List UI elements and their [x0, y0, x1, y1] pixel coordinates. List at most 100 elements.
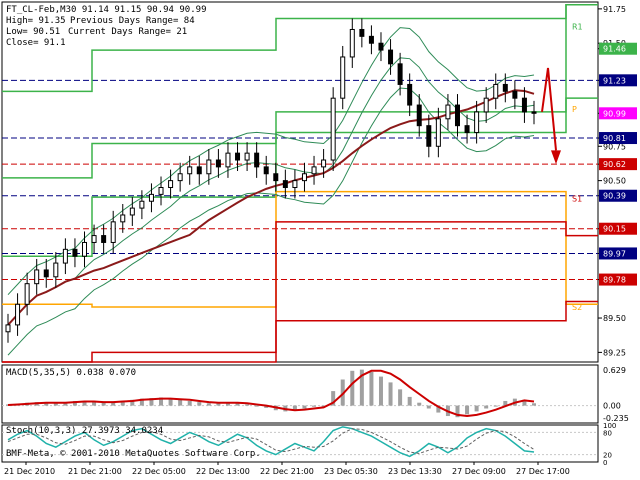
candle-body [493, 83, 499, 99]
price-axis-label: 90.81 [603, 134, 626, 143]
current-days-range: Current Days Range= 21 [68, 27, 187, 37]
candle-body [263, 166, 269, 175]
macd-histogram-bar [388, 382, 393, 406]
close-value: Close= 91.1 [6, 38, 66, 48]
candle-body [43, 269, 49, 278]
symbol-header: FT_CL-Feb,M30 91.14 91.15 90.94 90.99 [6, 5, 206, 15]
price-axis-label: 89.97 [603, 249, 626, 258]
candle-body [82, 241, 88, 257]
price-axis: 91.7591.5091.4691.2390.9990.7590.8190.62… [4, 5, 637, 476]
macd-histogram-bar [235, 403, 240, 406]
macd-histogram-bar [465, 405, 470, 415]
candle-body [177, 173, 183, 182]
stoch-label: Stoch(10,3,3) 27.3973 34.0234 [6, 426, 163, 436]
macd-histogram-bar [92, 402, 97, 406]
price-axis-label: 89.50 [603, 314, 626, 323]
macd-histogram-bar [264, 405, 269, 408]
macd-histogram-bar [407, 396, 412, 406]
price-axis-label: 89.78 [603, 276, 626, 285]
forecast-arrow-line [541, 67, 557, 151]
price-label-background [599, 132, 637, 145]
candle-body [464, 125, 470, 134]
candle-body [359, 28, 365, 37]
price-axis-label: 90.99 [603, 109, 626, 118]
macd-axis-label: -0.235 [603, 414, 629, 423]
candle-body [321, 159, 327, 168]
macd-histogram-bar [254, 405, 259, 407]
candle-body [292, 180, 298, 188]
macd-histogram-bar [120, 400, 125, 406]
high-value: High= 91.35 [6, 16, 66, 26]
time-axis-label: 22 Dec 21:00 [260, 467, 314, 476]
candle-body [330, 97, 336, 161]
candle-body [110, 221, 116, 243]
macd-histogram-bar [159, 397, 164, 406]
price-label-background [599, 158, 637, 171]
macd-histogram-bar [369, 371, 374, 406]
candle-body [340, 56, 346, 99]
macd-histogram-bar [168, 398, 173, 406]
daily-pivot-step-line [2, 221, 598, 363]
copyright-label: BMF-Meta, © 2001-2010 MetaQuotes Softwar… [6, 449, 261, 459]
candle-body [158, 186, 164, 195]
price-panel-frame [1, 1, 599, 363]
candle-body [301, 173, 307, 182]
candle-body [531, 111, 537, 114]
macd-histogram-bar [101, 402, 106, 406]
pivot-tag: S1 [572, 194, 582, 203]
candle-body [435, 118, 441, 147]
candle-body [34, 269, 40, 285]
candle-body [521, 97, 527, 113]
macd-histogram-bar [63, 402, 68, 406]
macd-histogram-bar [6, 404, 10, 406]
candle-body [187, 166, 193, 175]
candle-body [101, 235, 107, 243]
candle-body [512, 90, 518, 99]
macd-histogram-bar [245, 404, 250, 406]
macd-histogram-bar [178, 399, 183, 406]
macd-histogram-bar [532, 403, 536, 406]
stoch-main-line [7, 426, 535, 458]
macd-histogram-bar [417, 402, 422, 406]
macd-histogram-bar [493, 405, 498, 407]
candle-body [129, 207, 135, 216]
candle-body [311, 166, 317, 175]
candle-body [53, 262, 59, 278]
macd-panel[interactable]: 0.629 0.00 -0.235 [1, 364, 629, 424]
macd-histogram-bar [503, 400, 508, 406]
price-axis-label: 91.75 [603, 5, 626, 14]
price-label-background [599, 74, 637, 87]
macd-histogram-bar [398, 389, 403, 406]
daily-pivot-step-line [2, 3, 598, 179]
candle-body [206, 159, 212, 175]
candle-body [273, 173, 279, 182]
candle-body [445, 104, 451, 120]
candle-body [5, 324, 11, 333]
price-axis-label: 90.75 [603, 142, 626, 151]
price-label-background [599, 107, 637, 120]
macd-axis-label: 0.629 [603, 366, 626, 375]
previous-days-range: Previous Days Range= 84 [70, 16, 195, 26]
macd-histogram-bar [359, 369, 364, 406]
candle-body [254, 152, 260, 168]
macd-histogram-bar [44, 402, 49, 406]
macd-histogram-bar [350, 370, 355, 406]
candle-body [215, 159, 221, 168]
candle-body [397, 63, 403, 85]
price-label-background [599, 42, 637, 55]
candle-body [454, 104, 460, 127]
candle-body [388, 49, 394, 65]
macd-signal-line [7, 369, 535, 418]
price-label-background [599, 189, 637, 202]
price-axis-label: 90.39 [603, 192, 626, 201]
stoch-signal-line [7, 428, 535, 455]
time-axis-label: 23 Dec 05:30 [324, 467, 378, 476]
macd-histogram-bar [321, 405, 326, 407]
macd-histogram-bar [312, 405, 317, 407]
candle-body [120, 214, 126, 223]
price-label-background [599, 273, 637, 286]
upper-band-line [7, 27, 535, 296]
price-panel[interactable]: R1 P S1 S2 [1, 1, 599, 363]
